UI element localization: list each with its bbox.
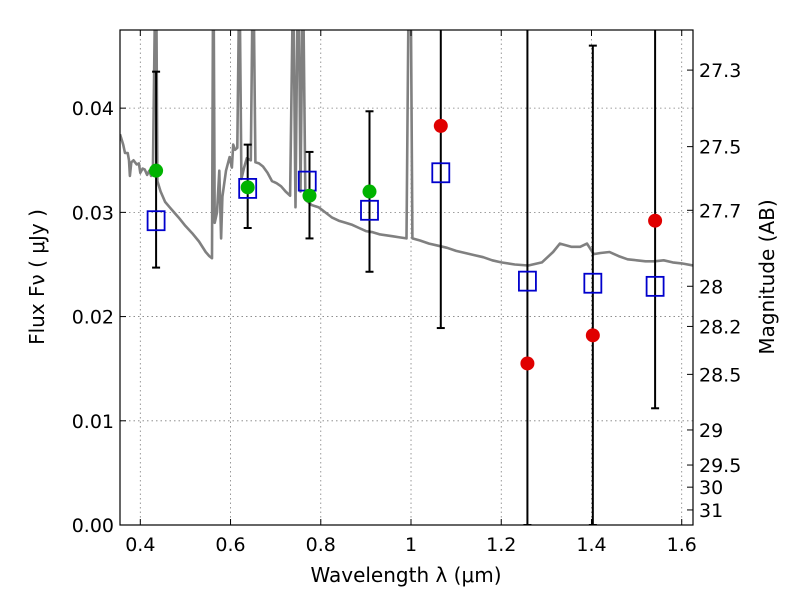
observed-point — [520, 356, 535, 371]
y-tick-label: 0.01 — [72, 411, 114, 433]
detected-point — [302, 188, 317, 203]
model-band-square — [238, 177, 258, 199]
y2-axis-title: Magnitude (AB) — [755, 199, 779, 354]
observed-point — [648, 213, 663, 228]
detected-point — [240, 180, 255, 195]
plot-frame — [119, 29, 694, 526]
observed-point — [433, 118, 448, 133]
y-tick-label: 0.02 — [72, 307, 114, 329]
y2-tick-label: 28.2 — [699, 316, 741, 338]
axis-ticks: 0.4 0.6 0.8 1 1.2 1.4 1.6 0.00 0.01 0.02 0.03 0.04 2… — [72, 30, 741, 556]
y-tick-label: 0.04 — [72, 98, 114, 120]
model-band-square — [518, 270, 537, 292]
y-tick-label: 0.03 — [72, 202, 114, 224]
y2-tick-label: 27.5 — [699, 137, 741, 159]
x-tick-label: 1.4 — [576, 534, 606, 556]
x-tick-label: 0.8 — [306, 534, 336, 556]
y2-tick-label: 30 — [699, 477, 723, 499]
x-tick-label: 1.6 — [667, 534, 697, 556]
x-tick-label: 0.4 — [125, 534, 155, 556]
detected-point — [149, 163, 164, 178]
y2-tick-label: 28 — [699, 276, 723, 298]
model-band-square — [645, 275, 665, 297]
model-band-square — [583, 272, 603, 294]
y-axis-title: Flux Fν ( μJy ) — [25, 209, 49, 345]
detected-point — [362, 184, 377, 199]
y2-tick-label: 29 — [699, 420, 723, 442]
y-tick-label: 0.00 — [72, 515, 114, 537]
model-band-square — [360, 199, 379, 221]
y2-tick-label: 31 — [699, 500, 723, 522]
x-tick-label: 1.2 — [486, 534, 516, 556]
model-band-square — [431, 162, 451, 184]
plot-area — [120, 30, 693, 525]
y2-tick-label: 27.3 — [699, 60, 741, 82]
y2-tick-label: 28.5 — [699, 364, 741, 386]
model-spectrum-line — [120, 30, 693, 267]
model-band-square — [146, 210, 166, 232]
x-tick-label: 0.6 — [215, 534, 245, 556]
observed-point — [585, 328, 600, 343]
x-tick-label: 1 — [405, 534, 417, 556]
x-axis-title: Wavelength λ (μm) — [310, 563, 501, 587]
y2-tick-label: 27.7 — [699, 200, 741, 222]
y2-tick-label: 29.5 — [699, 455, 741, 477]
